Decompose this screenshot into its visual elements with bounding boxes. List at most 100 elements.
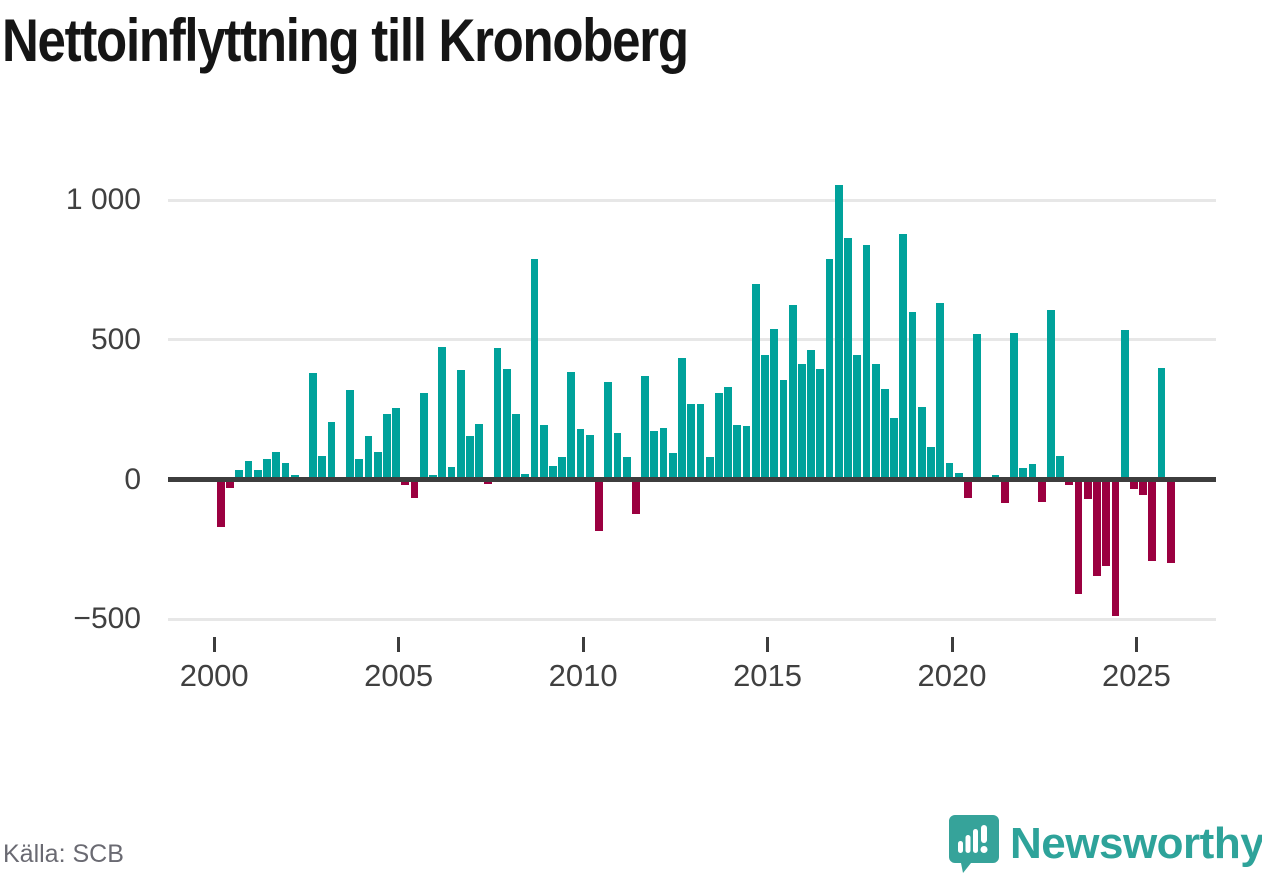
chart-bar-2015Q4: [798, 363, 806, 480]
chart-bar-2024Q4: [1130, 479, 1138, 490]
x-axis-tick: [950, 637, 954, 652]
chart-bar-2021Q3: [1010, 332, 1018, 480]
chart-bar-2013Q3: [715, 392, 723, 480]
newsworthy-logo: Newsworthy: [948, 814, 1262, 874]
x-axis-tick-label: 2010: [548, 658, 618, 693]
chart-bar-2002Q4: [318, 455, 327, 480]
chart-bar-2018Q1: [881, 388, 889, 480]
chart-bar-2014Q3: [751, 283, 760, 480]
chart-bar-2008Q4: [539, 424, 548, 480]
chart-bar-2025Q2: [1148, 479, 1157, 561]
chart-bar-2008Q1: [512, 413, 520, 480]
chart-title: Nettoinflyttning till Kronoberg: [2, 7, 689, 74]
chart-bar-2022Q4: [1056, 455, 1065, 480]
gridline--500: [168, 617, 1216, 621]
chart-bar-2001Q4: [281, 462, 290, 480]
chart-bar-2022Q1: [1028, 464, 1037, 480]
chart-bar-2006Q4: [466, 436, 474, 480]
chart-bar-2006Q3: [456, 370, 465, 480]
chart-bar-2000Q1: [217, 479, 225, 527]
chart-bar-2019Q2: [927, 447, 935, 480]
chart-bar-2013Q4: [724, 387, 733, 480]
newsworthy-logo-text: Newsworthy: [1010, 819, 1262, 868]
chart-bar-2013Q1: [696, 404, 705, 480]
chart-bar-2010Q4: [613, 433, 622, 480]
x-axis-tick: [581, 637, 585, 652]
chart-bar-2011Q4: [650, 430, 659, 480]
chart-bar-2018Q2: [890, 418, 899, 480]
x-axis-tick-label: 2015: [733, 658, 803, 693]
chart-bar-2025Q4: [1166, 479, 1175, 564]
newsworthy-logo-icon: [949, 815, 999, 873]
chart-bar-2015Q2: [779, 380, 788, 480]
chart-bar-2020Q2: [964, 479, 972, 498]
chart-bar-2013Q2: [705, 457, 714, 480]
chart-bar-2015Q3: [788, 304, 797, 480]
chart-bar-2021Q4: [1019, 468, 1028, 480]
chart-bar-2004Q2: [373, 451, 382, 480]
chart-bar-2024Q2: [1111, 479, 1120, 617]
chart-bar-2005Q2: [410, 479, 419, 498]
chart-bar-2000Q2: [226, 479, 235, 488]
y-axis-tick-label: −500: [73, 602, 141, 636]
chart-bar-2022Q3: [1047, 310, 1055, 480]
chart-bar-2011Q2: [632, 479, 640, 515]
chart-bar-2023Q4: [1093, 479, 1101, 576]
chart-bar-2010Q3: [604, 381, 613, 480]
chart-bar-2018Q4: [908, 311, 917, 480]
chart-bar-2010Q2: [595, 479, 603, 532]
chart-bar-2016Q3: [825, 258, 834, 480]
chart-bar-2012Q4: [687, 404, 696, 480]
chart-bar-2025Q1: [1139, 479, 1148, 495]
chart-bar-2006Q1: [438, 346, 447, 480]
chart-bar-2004Q3: [383, 413, 391, 480]
chart-bar-2012Q1: [659, 427, 668, 480]
chart-bar-2025Q3: [1157, 367, 1166, 480]
chart-bar-2007Q4: [502, 369, 511, 480]
chart-bar-2002Q3: [309, 373, 318, 480]
y-axis-tick-label: 500: [90, 322, 141, 356]
gridline-500: [168, 338, 1216, 342]
chart-bar-2023Q3: [1083, 479, 1092, 500]
source-note: Källa: SCB: [3, 840, 124, 868]
chart-bar-2016Q1: [807, 349, 816, 480]
chart-bar-2018Q3: [899, 233, 908, 480]
chart-bar-2023Q2: [1074, 479, 1083, 595]
chart-bar-2001Q3: [272, 451, 281, 480]
chart-bar-2008Q3: [530, 258, 539, 480]
x-axis-tick-label: 2025: [1101, 658, 1171, 693]
chart-bar-2003Q3: [346, 390, 354, 480]
chart-bar-2007Q3: [493, 348, 502, 480]
chart-bar-2004Q1: [364, 436, 373, 480]
chart-bar-2022Q2: [1037, 479, 1046, 502]
chart-bar-2016Q2: [816, 369, 825, 480]
chart-bar-2009Q2: [558, 457, 567, 480]
chart-bar-2011Q3: [641, 376, 650, 480]
x-axis-tick: [212, 637, 216, 652]
chart-bar-2014Q2: [742, 426, 751, 480]
chart-bar-2009Q3: [567, 371, 576, 480]
chart-bar-2017Q4: [871, 363, 880, 480]
chart-bar-2011Q1: [622, 457, 631, 480]
chart-bar-2006Q2: [447, 466, 456, 480]
chart-bar-2023Q1: [1065, 479, 1074, 486]
y-axis-tick-label: 1 000: [65, 183, 141, 216]
x-axis-tick-label: 2005: [364, 658, 434, 693]
chart-bar-2014Q1: [733, 424, 742, 480]
chart-bar-2019Q4: [945, 462, 954, 480]
chart-bar-2007Q1: [475, 423, 484, 480]
chart-bar-2005Q3: [419, 392, 428, 480]
gridline-1000: [168, 198, 1216, 202]
chart-bar-2017Q3: [862, 244, 871, 480]
x-axis-tick-label: 2000: [179, 658, 249, 693]
chart-bar-2014Q4: [761, 355, 769, 480]
x-axis-line: [168, 477, 1216, 482]
chart-bar-2001Q2: [263, 458, 271, 480]
chart-bar-2019Q3: [936, 303, 945, 480]
chart-bar-2020Q3: [973, 334, 982, 480]
chart-bar-2000Q3: [235, 469, 244, 480]
chart-bar-2000Q4: [244, 461, 253, 480]
chart-bar-2016Q4: [834, 184, 843, 480]
chart-bar-2024Q3: [1120, 329, 1129, 480]
chart-bar-2003Q1: [327, 422, 336, 480]
